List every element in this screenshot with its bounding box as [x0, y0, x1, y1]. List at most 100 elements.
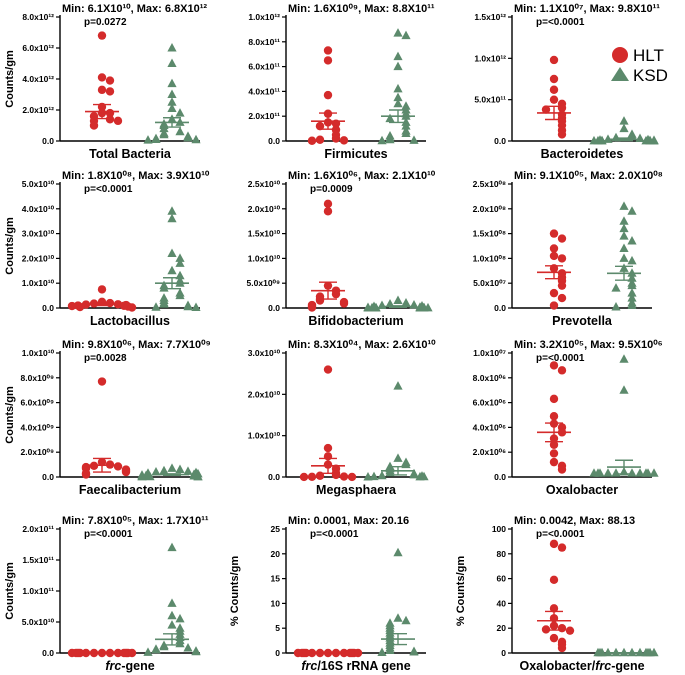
y-axis-label: Counts/gm: [4, 217, 16, 275]
hlt-point: [549, 539, 559, 549]
hlt-point: [549, 604, 559, 613]
x-axis-label: Megasphaera: [316, 483, 397, 497]
y-tick-label: 2.0x10⁰⁹: [21, 447, 54, 457]
hlt-point: [323, 56, 333, 65]
ksd-point: [627, 280, 637, 290]
y-tick-label: 1.5x10¹¹: [22, 555, 54, 565]
ksd-point: [369, 471, 379, 481]
panel-faecalibacterium: Min: 9.8X10⁰⁶, Max: 7.7X10⁰⁹ p=0.0028 0.0 2…: [4, 339, 211, 497]
ksd-point: [401, 298, 411, 307]
ksd-point: [619, 123, 629, 133]
y-axis-label: Counts/gm: [4, 386, 16, 444]
y-tick-label: 6.0x10¹¹: [248, 62, 280, 72]
ksd-point: [627, 288, 637, 297]
x-axis-label: Bifidobacterium: [308, 314, 403, 328]
x-axis-label: Lactobacillus: [90, 314, 170, 328]
y-tick-label: 1.0x10¹⁰: [22, 348, 55, 358]
p-value: p=<0.0001: [536, 353, 585, 364]
ksd-point: [175, 290, 185, 300]
hlt-point: [323, 207, 333, 216]
ksd-point: [151, 467, 161, 476]
x-axis-label: Oxalobacter/frc-gene: [519, 659, 644, 673]
ksd-point: [401, 30, 411, 40]
ksd-point: [151, 134, 161, 143]
y-tick-label: 1.5x10¹²: [474, 12, 506, 22]
stat-text: Min: 0.0001, Max: 20.16: [288, 515, 409, 527]
x-axis-label: Faecalibacterium: [79, 483, 181, 497]
y-tick-label: 2.0x10¹²: [22, 105, 54, 115]
y-tick-label: 3.0x10¹⁰: [248, 348, 281, 358]
ksd-point: [167, 89, 177, 98]
panel-frc-16s-rrna-gene: Min: 0.0001, Max: 20.16 p=<0.0001 0 5 10 15 20…: [229, 515, 426, 673]
y-tick-label: 0.0: [42, 303, 54, 313]
hlt-point: [549, 575, 559, 585]
hlt-point: [119, 648, 129, 658]
y-tick-label: 1.0x10¹²: [248, 12, 280, 22]
ksd-point: [619, 223, 629, 233]
y-tick-label: 2.5x10⁰⁸: [473, 179, 506, 189]
hlt-point: [299, 472, 309, 482]
ksd-point: [649, 468, 659, 477]
ksd-point: [159, 123, 169, 133]
y-tick-label: 0.0: [42, 472, 54, 482]
x-label-part: -gene: [121, 659, 154, 673]
y-tick-label: 1.0x10⁰⁸: [473, 253, 506, 263]
hlt-point: [331, 289, 341, 299]
ksd-point: [619, 216, 629, 225]
panel-oxalobacter: Min: 3.2X10⁰⁵, Max: 9.5X10⁰⁶ p=<0.0001 0.0…: [473, 339, 663, 497]
ksd-point: [393, 613, 403, 622]
y-tick-label: 0.0: [268, 472, 280, 482]
y-tick-label: 1.0x10¹⁰: [22, 278, 55, 288]
x-label-italic: frc: [301, 659, 317, 673]
y-tick-label: 0: [501, 648, 506, 658]
y-tick-label: 60: [497, 574, 507, 584]
hlt-point: [315, 296, 325, 305]
hlt-point: [541, 105, 551, 114]
hlt-point: [97, 377, 107, 386]
stat-text: Min: 9.8X10⁰⁶, Max: 7.7X10⁰⁹: [62, 339, 211, 351]
y-axis-label: % Counts/gm: [455, 556, 467, 626]
ksd-point: [589, 468, 599, 477]
ksd-point: [167, 265, 177, 275]
panel-frc-gene: Min: 7.8X10⁰⁵, Max: 1.7X10¹¹ p=<0.0001 0.0…: [4, 515, 209, 673]
ksd-point: [377, 470, 387, 480]
ksd-point: [589, 135, 599, 145]
ksd-point: [409, 469, 419, 479]
x-axis-label: Firmicutes: [324, 147, 387, 161]
hlt-point: [549, 449, 559, 458]
ksd-point: [167, 58, 177, 67]
ksd-point: [619, 354, 629, 363]
hlt-point: [67, 648, 77, 658]
ksd-point: [649, 135, 659, 145]
ksd-point: [191, 134, 201, 144]
hlt-point: [97, 31, 107, 40]
ksd-point: [137, 471, 147, 481]
ksd-point: [611, 468, 621, 477]
x-axis-label: Oxalobacter: [546, 483, 618, 497]
hlt-point: [121, 467, 131, 477]
hlt-point: [339, 299, 349, 308]
ksd-point: [143, 647, 153, 656]
ksd-point: [641, 468, 651, 477]
ksd-point: [167, 78, 177, 88]
hlt-point: [345, 648, 355, 658]
hlt-point: [557, 254, 567, 263]
hlt-point: [549, 95, 559, 104]
ksd-point: [619, 243, 629, 252]
y-tick-label: 0.0: [42, 648, 54, 658]
hlt-point: [549, 301, 559, 310]
ksd-point: [371, 302, 381, 312]
hlt-point: [549, 55, 559, 65]
hlt-point: [331, 470, 341, 480]
ksd-point: [167, 103, 177, 112]
ksd-point: [627, 236, 637, 245]
y-tick-label: 4.0x10⁰⁶: [473, 422, 506, 432]
hlt-point: [549, 288, 559, 298]
ksd-point: [175, 108, 185, 117]
ksd-point: [393, 381, 403, 390]
stat-text: Min: 9.1X10⁰⁵, Max: 2.0X10⁰⁸: [514, 170, 663, 182]
hlt-point: [323, 46, 333, 55]
panel-oxalobacter-frc-gene: Min: 0.0042, Max: 88.13 p=<0.0001 0 20 40 60 8…: [455, 515, 659, 673]
ksd-point: [393, 98, 403, 108]
x-label-part: /16S rRNA gene: [317, 659, 410, 673]
